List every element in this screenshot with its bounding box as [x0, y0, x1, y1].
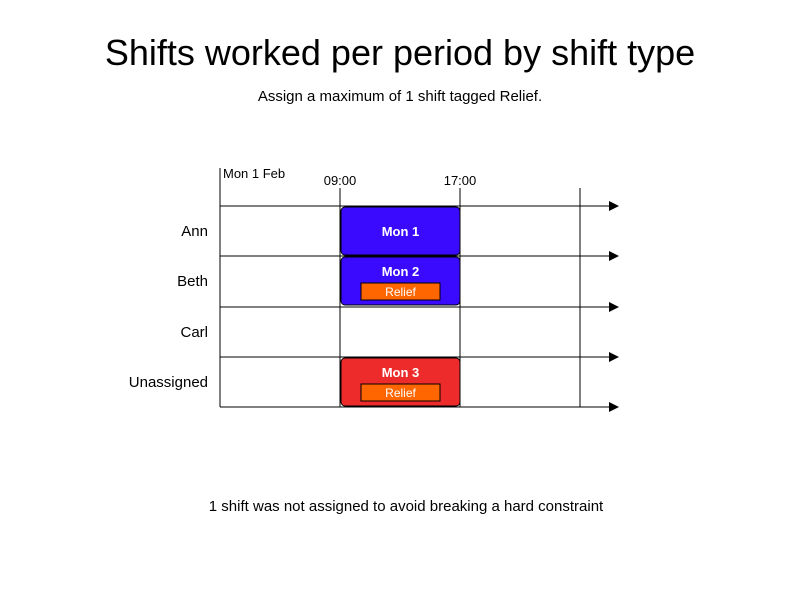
relief-tag — [360, 282, 441, 301]
relief-tag-label: Relief — [385, 285, 416, 299]
chart-subtitle: Assign a maximum of 1 shift tagged Relie… — [257, 88, 543, 105]
relief-tag — [360, 383, 441, 402]
shift-block[interactable]: Mon 2 Relief — [340, 256, 461, 306]
time-label: 17:00 — [444, 173, 477, 188]
shift-label: Mon 1 — [382, 224, 420, 239]
row-label: Ann — [181, 223, 208, 240]
shift-block[interactable]: Mon 1 — [340, 206, 461, 256]
shift-block-box[interactable] — [340, 206, 461, 256]
row-label: Carl — [180, 324, 208, 341]
time-label: 09:00 — [324, 173, 357, 188]
chart-title: Shifts worked per period by shift type — [104, 32, 696, 73]
row-label: Unassigned — [129, 374, 208, 391]
shift-block[interactable]: Mon 3 Relief — [340, 357, 461, 407]
shift-label: Mon 3 — [382, 365, 420, 380]
footer-note: 1 shift was not assigned to avoid breaki… — [208, 498, 604, 515]
shift-label: Mon 2 — [382, 264, 420, 279]
relief-tag-label: Relief — [385, 386, 416, 400]
date-label: Mon 1 Feb — [223, 166, 285, 181]
row-label: Beth — [177, 273, 208, 290]
